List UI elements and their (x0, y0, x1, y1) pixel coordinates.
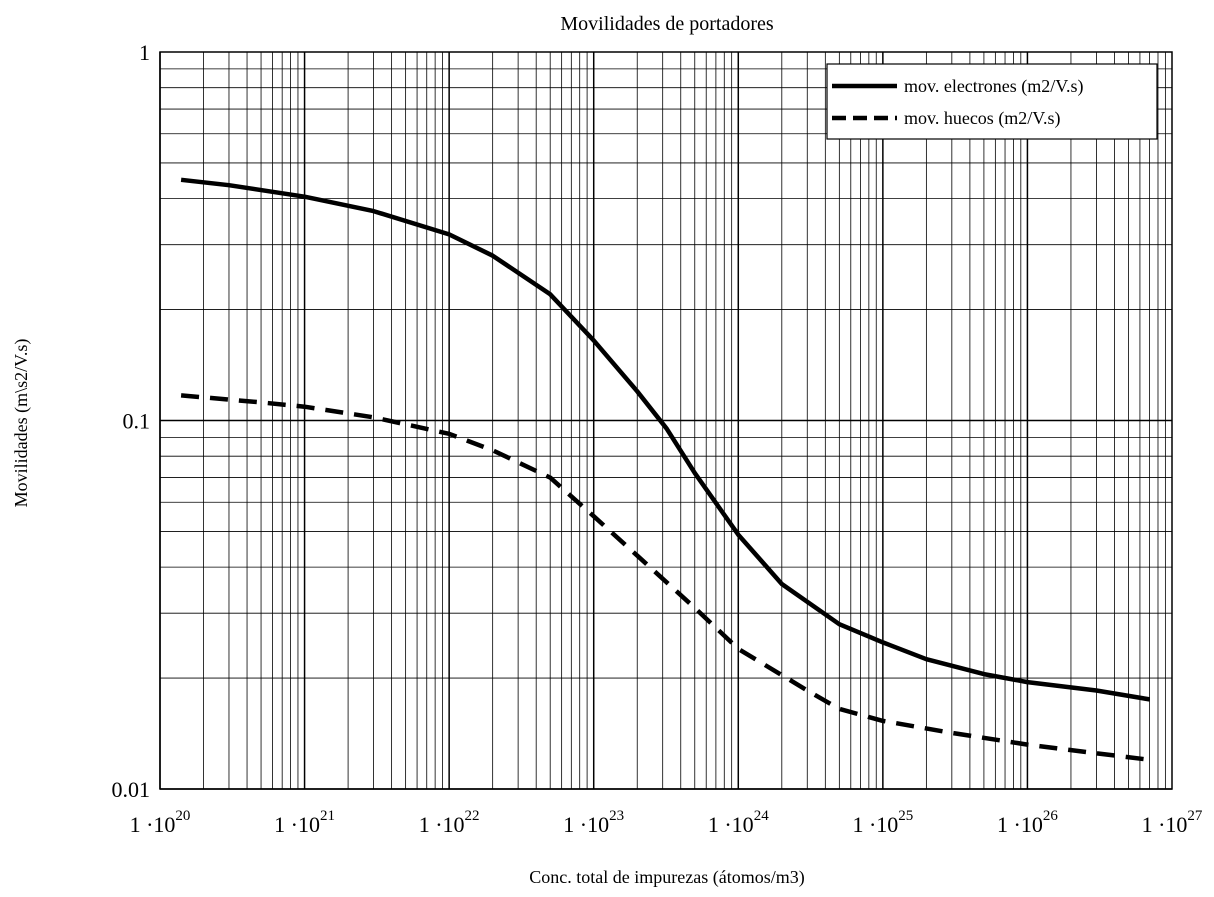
x-tick-label: 1 ·1026 (997, 808, 1058, 837)
grid (159, 52, 1172, 790)
y-tick-labels: 1 0.1 0.01 (112, 40, 151, 802)
x-tick-labels: 1 ·1020 1 ·1021 1 ·1022 1 ·1023 1 ·1024 1 ·10… (130, 808, 1203, 837)
y-tick-label: 1 (139, 40, 150, 65)
legend-label: mov. huecos (m2/V.s) (904, 108, 1061, 129)
x-tick-label: 1 ·1027 (1142, 808, 1203, 837)
legend-label: mov. electrones (m2/V.s) (904, 76, 1083, 97)
y-tick-label: 0.1 (123, 409, 151, 434)
chart-title: Movilidades de portadores (560, 13, 773, 35)
series-line-huecos (180, 393, 1150, 763)
series-line-electrones (180, 177, 1150, 702)
y-tick-label: 0.01 (112, 777, 151, 802)
x-tick-label: 1 ·1020 (130, 808, 191, 837)
y-axis-label: Movilidades (m\s2/V.s) (11, 339, 32, 508)
legend-box (826, 63, 1158, 140)
series-layer (180, 177, 1150, 763)
x-axis-label: Conc. total de impurezas (átomos/m3) (529, 867, 804, 888)
x-tick-label: 1 ·1025 (852, 808, 913, 837)
x-tick-label: 1 ·1021 (274, 808, 335, 837)
x-tick-label: 1 ·1022 (419, 808, 480, 837)
x-tick-label: 1 ·1024 (708, 808, 769, 837)
x-tick-label: 1 ·1023 (563, 808, 624, 837)
legend: mov. electrones (m2/V.s) mov. huecos (m2/… (826, 63, 1158, 140)
plot-frame (159, 51, 1173, 790)
